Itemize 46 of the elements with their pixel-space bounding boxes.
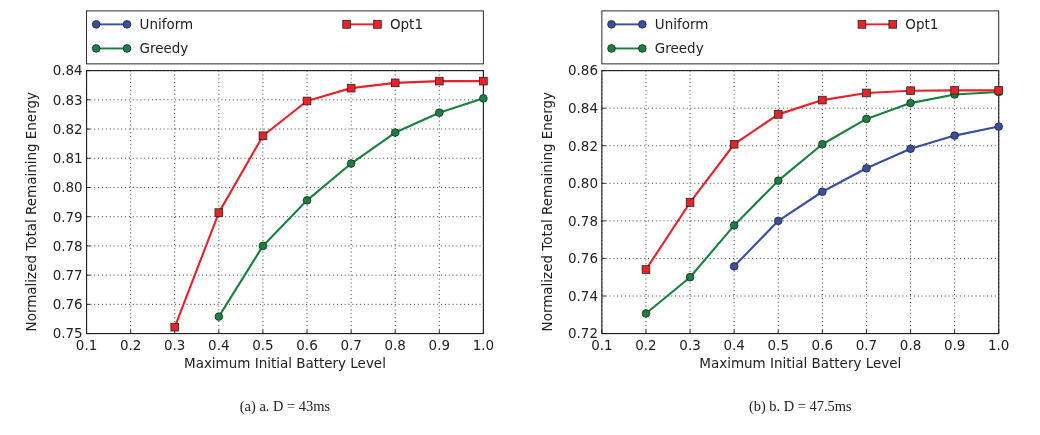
text: (b) b. D = 47.5ms <box>748 397 853 415</box>
x-tick-label: 0.6 <box>811 336 834 353</box>
x-tick-label: 0.8 <box>384 336 406 353</box>
x-tick-label: 0.5 <box>767 336 789 353</box>
x-tick-label: 1.0 <box>472 336 495 353</box>
y-tick-label: 0.86 <box>568 62 599 79</box>
legend-label: Opt1 <box>905 16 939 33</box>
x-tick-label: 0.4 <box>723 336 745 353</box>
legend-label: Opt1 <box>389 16 423 33</box>
x-tick-label: 0.5 <box>252 336 274 353</box>
y-tick-label: 0.84 <box>52 62 83 79</box>
y-tick-label: 0.82 <box>52 120 83 137</box>
x-axis-title: Maximum Initial Battery Level <box>184 355 386 372</box>
x-tick-label: 0.6 <box>296 336 318 353</box>
legend-label: Uniform <box>654 16 709 33</box>
x-tick-label: 0.7 <box>340 336 362 353</box>
y-tick-label: 0.83 <box>52 91 83 108</box>
x-tick-label: 0.3 <box>164 336 186 353</box>
x-tick-label: 0.3 <box>679 336 701 353</box>
x-axis-title: Maximum Initial Battery Level <box>699 355 902 372</box>
y-tick-label: 0.84 <box>568 99 599 116</box>
legend-label: Greedy <box>654 40 704 57</box>
y-tick-label: 0.80 <box>568 175 599 192</box>
text: (a) a. D = 43ms <box>239 397 331 415</box>
y-tick-label: 0.76 <box>568 250 599 267</box>
legend-label: Greedy <box>139 40 189 57</box>
x-tick-label: 0.8 <box>899 336 922 353</box>
x-tick-label: 0.4 <box>208 336 230 353</box>
y-axis-title: Normalized Total Remaining Energy <box>538 92 555 332</box>
y-axis-title: Normalized Total Remaining Energy <box>23 92 40 332</box>
x-tick-label: 0.2 <box>635 336 657 353</box>
legend-label: Uniform <box>139 16 194 33</box>
x-tick-label: 0.9 <box>943 336 966 353</box>
y-tick-label: 0.82 <box>568 137 599 154</box>
x-tick-label: 0.2 <box>119 336 142 353</box>
y-tick-label: 0.78 <box>568 212 599 229</box>
x-tick-label: 1.0 <box>988 336 1010 353</box>
y-tick-label: 0.81 <box>52 150 83 167</box>
y-tick-label: 0.78 <box>52 237 83 254</box>
x-tick-label: 0.7 <box>855 336 878 353</box>
y-tick-label: 0.74 <box>568 287 599 304</box>
y-tick-label: 0.77 <box>52 266 83 283</box>
y-tick-label: 0.80 <box>52 179 83 196</box>
y-tick-label: 0.76 <box>52 296 83 313</box>
x-tick-label: 0.9 <box>428 336 451 353</box>
y-tick-label: 0.79 <box>52 208 83 225</box>
